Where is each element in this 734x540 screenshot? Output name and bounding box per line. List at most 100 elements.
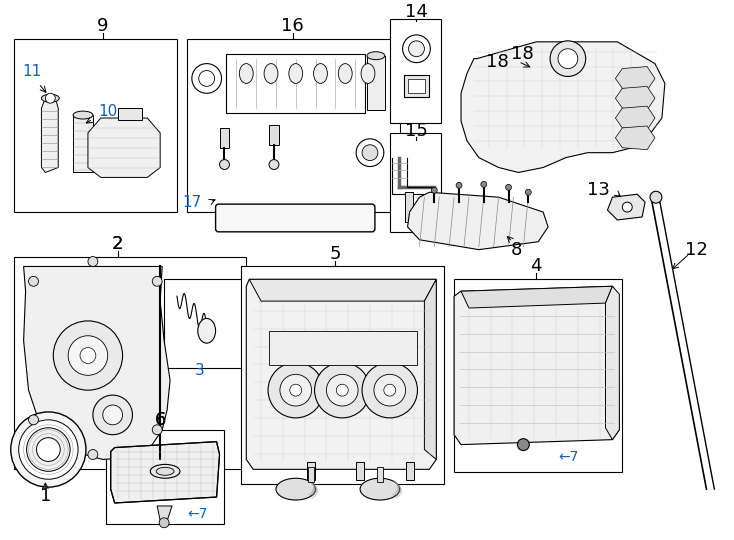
Ellipse shape	[338, 64, 352, 83]
Polygon shape	[615, 66, 655, 90]
Bar	[406, 462, 413, 480]
Ellipse shape	[367, 52, 385, 59]
Bar	[367, 56, 385, 110]
Circle shape	[403, 35, 430, 63]
Polygon shape	[269, 331, 418, 366]
Bar	[454, 279, 622, 472]
Text: 10: 10	[98, 104, 117, 119]
Bar	[14, 39, 177, 212]
Bar	[404, 192, 413, 222]
Bar	[187, 39, 399, 212]
Circle shape	[481, 181, 487, 187]
Polygon shape	[615, 106, 655, 130]
Bar	[241, 266, 444, 484]
Circle shape	[68, 336, 108, 375]
Circle shape	[384, 384, 396, 396]
Circle shape	[219, 160, 230, 170]
Text: 15: 15	[405, 122, 428, 140]
Text: 18: 18	[486, 52, 509, 71]
Circle shape	[517, 438, 529, 450]
Bar	[307, 462, 315, 480]
Ellipse shape	[361, 64, 375, 83]
Circle shape	[550, 41, 586, 77]
Ellipse shape	[313, 64, 327, 83]
Text: 1: 1	[40, 487, 51, 505]
Ellipse shape	[41, 94, 59, 102]
Ellipse shape	[276, 478, 316, 500]
Circle shape	[152, 276, 162, 286]
Circle shape	[506, 184, 512, 190]
Polygon shape	[606, 286, 619, 440]
Circle shape	[650, 191, 662, 203]
Circle shape	[54, 321, 123, 390]
Polygon shape	[111, 442, 219, 503]
Text: 5: 5	[330, 245, 341, 262]
Circle shape	[29, 415, 38, 425]
Circle shape	[280, 374, 311, 406]
Polygon shape	[615, 126, 655, 150]
Circle shape	[37, 438, 60, 461]
Text: 14: 14	[405, 3, 428, 21]
Circle shape	[409, 41, 424, 57]
Polygon shape	[73, 115, 93, 172]
Bar	[227, 53, 365, 113]
Bar	[377, 467, 383, 482]
Polygon shape	[461, 286, 612, 308]
Text: 3: 3	[195, 363, 205, 378]
Polygon shape	[117, 108, 142, 120]
Circle shape	[29, 276, 38, 286]
Circle shape	[159, 518, 169, 528]
Ellipse shape	[197, 319, 216, 343]
Polygon shape	[615, 86, 655, 110]
FancyBboxPatch shape	[216, 204, 375, 232]
Bar	[14, 256, 247, 469]
Circle shape	[336, 384, 348, 396]
Text: 18: 18	[511, 45, 534, 63]
Polygon shape	[269, 125, 279, 145]
Bar	[390, 133, 441, 232]
Ellipse shape	[360, 478, 399, 500]
Circle shape	[18, 420, 78, 479]
Bar	[404, 76, 429, 97]
Circle shape	[88, 449, 98, 460]
Polygon shape	[247, 279, 436, 469]
Text: 2: 2	[112, 235, 123, 253]
Circle shape	[315, 362, 370, 418]
Bar	[390, 19, 441, 123]
Polygon shape	[250, 279, 436, 301]
Text: 17: 17	[183, 194, 202, 210]
Circle shape	[432, 187, 437, 193]
Polygon shape	[407, 192, 548, 249]
Text: 12: 12	[685, 241, 708, 259]
Text: 8: 8	[511, 241, 522, 259]
Polygon shape	[424, 279, 436, 460]
Circle shape	[558, 49, 578, 69]
Text: ←7: ←7	[187, 507, 207, 521]
Circle shape	[46, 93, 55, 103]
Ellipse shape	[150, 464, 180, 478]
Ellipse shape	[288, 64, 302, 83]
Text: 6: 6	[154, 411, 166, 429]
Circle shape	[456, 183, 462, 188]
Circle shape	[152, 425, 162, 435]
Text: 13: 13	[586, 181, 609, 199]
Ellipse shape	[73, 111, 93, 119]
Circle shape	[93, 395, 132, 435]
Text: 2: 2	[112, 235, 123, 253]
Polygon shape	[88, 118, 160, 178]
Polygon shape	[608, 194, 645, 220]
Circle shape	[362, 145, 378, 160]
Circle shape	[26, 428, 70, 471]
Text: ←7: ←7	[558, 450, 578, 464]
Ellipse shape	[239, 64, 253, 83]
Bar	[164, 279, 243, 368]
Circle shape	[11, 412, 86, 487]
Polygon shape	[41, 98, 58, 172]
Text: 11: 11	[22, 64, 41, 79]
Text: 4: 4	[531, 258, 542, 275]
Circle shape	[526, 190, 531, 195]
Circle shape	[199, 71, 214, 86]
Circle shape	[88, 256, 98, 266]
Text: 6: 6	[154, 411, 166, 429]
Text: 16: 16	[281, 17, 304, 35]
